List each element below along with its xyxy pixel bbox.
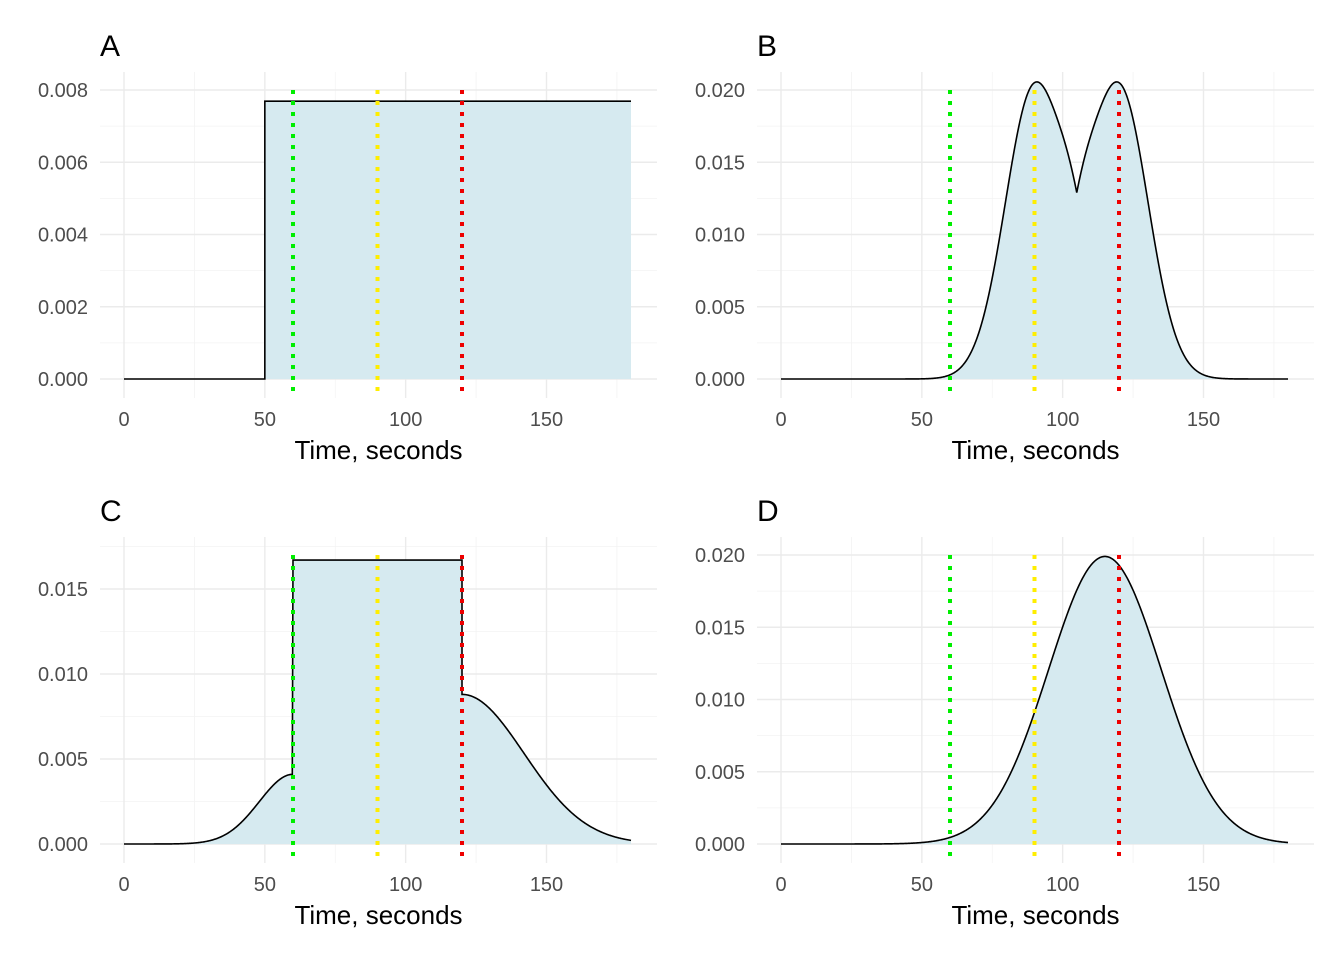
x-tick-label: 150	[530, 409, 563, 431]
panel-a: 0 50 100 150 0.000 0.002 0.004 0.006 0.008 Time, …	[38, 72, 657, 465]
x-tick-label: 100	[1046, 409, 1079, 431]
panel-c: 0 50 100 150 0.000 0.005 0.010 0.015 Time, secon…	[38, 537, 657, 930]
density-line	[781, 81, 1288, 380]
density-area	[781, 556, 1288, 844]
density-area	[124, 560, 631, 844]
y-tick-label: 0.006	[38, 152, 88, 174]
y-tick-label: 0.008	[38, 80, 88, 102]
y-tick-label: 0.000	[695, 369, 745, 391]
x-tick-label: 50	[254, 874, 276, 896]
density-area	[781, 81, 1288, 379]
y-tick-label: 0.010	[38, 664, 88, 686]
y-tick-label: 0.015	[695, 152, 745, 174]
x-tick-label: 50	[911, 409, 933, 431]
y-tick-label: 0.004	[38, 225, 88, 247]
x-tick-label: 150	[1187, 874, 1220, 896]
y-tick-label: 0.005	[695, 762, 745, 784]
y-tick-label: 0.020	[695, 80, 745, 102]
x-tick-label: 50	[911, 874, 933, 896]
y-tick-label: 0.000	[38, 834, 88, 856]
x-tick-label: 0	[775, 409, 786, 431]
panel-label-b: B	[757, 30, 777, 63]
y-tick-label: 0.000	[38, 369, 88, 391]
y-tick-label: 0.020	[695, 545, 745, 567]
density-line	[124, 100, 631, 380]
y-tick-label: 0.005	[38, 749, 88, 771]
x-tick-label: 50	[254, 409, 276, 431]
x-tick-label: 150	[530, 874, 563, 896]
x-axis-title: Time, seconds	[951, 435, 1119, 465]
y-tick-label: 0.002	[38, 297, 88, 319]
x-tick-label: 100	[1046, 874, 1079, 896]
panel-label-d: D	[757, 495, 779, 528]
x-axis-title: Time, seconds	[951, 900, 1119, 930]
x-tick-label: 0	[775, 874, 786, 896]
y-tick-label: 0.015	[38, 579, 88, 601]
x-tick-label: 0	[118, 874, 129, 896]
y-tick-label: 0.000	[695, 834, 745, 856]
panel-label-a: A	[100, 30, 120, 63]
panel-d: 0 50 100 150 0.000 0.005 0.010 0.015 0.020 Time, …	[695, 537, 1314, 930]
panel-b: 0 50 100 150 0.000 0.005 0.010 0.015 0.020 Time, …	[695, 72, 1314, 465]
panel-label-c: C	[100, 495, 122, 528]
x-axis-title: Time, seconds	[294, 435, 462, 465]
x-tick-label: 0	[118, 409, 129, 431]
density-line	[124, 559, 632, 845]
y-tick-label: 0.015	[695, 617, 745, 639]
density-area	[124, 101, 631, 379]
x-axis-title: Time, seconds	[294, 900, 462, 930]
y-tick-label: 0.005	[695, 297, 745, 319]
y-tick-label: 0.010	[695, 225, 745, 247]
x-tick-label: 150	[1187, 409, 1220, 431]
x-tick-label: 100	[389, 874, 422, 896]
y-tick-label: 0.010	[695, 690, 745, 712]
x-tick-label: 100	[389, 409, 422, 431]
